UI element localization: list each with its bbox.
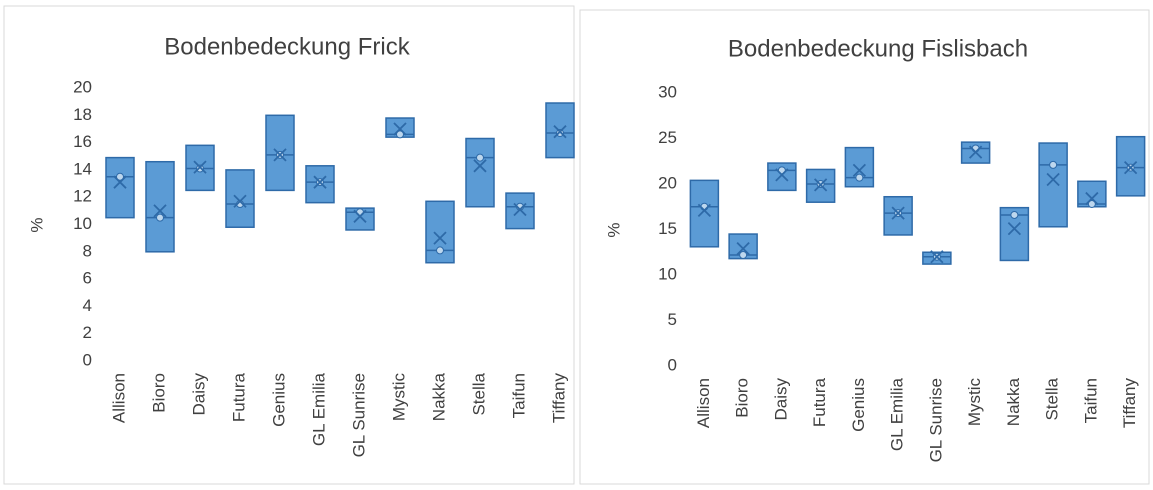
x-tick-label: GL Emilia [888,377,907,451]
mean-marker [353,209,367,223]
x-tick-label: Genius [849,378,868,432]
median-marker [196,164,204,173]
mean-marker [153,204,167,218]
x-tick-label: GL Sunrise [349,373,368,457]
median-marker [476,153,484,162]
y-tick-label: 20 [658,173,677,192]
x-tick-label: Mystic [965,378,984,427]
median-marker [556,129,564,138]
x-tick-label: Mystic [389,373,408,422]
chart-frame [579,9,1150,485]
x-tick-label: Nakka [1004,377,1023,426]
median-marker [1087,200,1096,209]
mean-marker [433,231,447,245]
y-tick-label: 14 [73,159,92,178]
median-marker [1010,210,1019,219]
x-tick-label: Bioro [733,378,752,418]
x-tick-label: Taifun [1081,378,1100,423]
y-tick-label: 2 [83,323,92,342]
y-tick-label: 20 [73,77,92,96]
x-tick-label: Allison [109,373,128,423]
y-tick-label: 15 [658,219,677,238]
x-tick-label: Futura [229,372,248,422]
mean-marker [1085,191,1099,206]
x-tick-label: Nakka [429,372,448,421]
x-tick-label: Tiffany [549,373,568,424]
median-marker [396,130,404,139]
y-tick-label: 16 [73,132,92,151]
chart-frame [3,5,575,485]
x-tick-label: Tiffany [1120,378,1139,429]
box [689,179,720,248]
x-tick-label: GL Emilia [309,372,328,446]
x-tick-label: Taifun [509,373,528,418]
y-tick-label: 4 [83,296,92,315]
median-marker [739,250,748,259]
mean-marker [313,175,327,189]
x-tick-label: Daisy [771,378,790,421]
box [465,137,495,208]
median-marker [156,213,164,222]
x-tick-label: Stella [469,372,488,415]
mean-marker [1046,172,1060,187]
y-tick-label: 10 [73,214,92,233]
box [345,207,375,231]
y-tick-label: 0 [83,350,92,369]
mean-marker [968,145,983,159]
chart-title: Bodenbedeckung Fislisbach [728,35,1028,62]
mean-marker [1007,221,1022,236]
mean-marker [697,203,712,218]
y-axis-label: % [604,222,623,237]
x-tick-label: Genius [269,373,288,427]
x-tick-label: GL Sunrise [926,378,945,462]
y-tick-label: 30 [658,82,677,101]
y-tick-label: 10 [658,264,677,283]
mean-marker [113,175,127,189]
mean-marker [775,168,789,182]
box [1038,142,1068,228]
y-tick-label: 8 [83,241,92,260]
mean-marker [273,148,287,162]
y-tick-label: 25 [658,128,677,147]
mean-marker [393,122,407,136]
box [225,169,255,228]
median-marker [436,246,444,255]
y-tick-label: 0 [668,355,677,374]
mean-marker [852,163,867,177]
box [105,156,135,219]
mean-marker [736,241,750,256]
mean-marker [193,160,207,174]
y-tick-label: 18 [73,105,92,124]
y-axis-label: % [27,217,46,232]
mean-marker [233,194,247,208]
mean-marker [513,202,527,217]
box [145,160,175,253]
mean-marker [1123,160,1138,175]
y-tick-label: 12 [73,187,92,206]
mean-marker [553,125,567,139]
y-tick-label: 5 [668,310,677,329]
y-tick-label: 6 [83,269,92,288]
chart-title: Bodenbedeckung Frick [164,33,410,60]
median-marker [1049,160,1058,169]
x-tick-label: Allison [694,378,713,428]
box [505,192,535,230]
x-tick-label: Daisy [189,373,208,416]
x-tick-label: Futura [810,377,829,427]
x-tick-label: Bioro [149,373,168,413]
mean-marker [930,250,944,264]
box [844,146,875,188]
mean-marker [813,178,828,192]
median-marker [116,172,124,181]
median-marker [855,173,864,182]
mean-marker [473,159,487,173]
mean-marker [891,206,905,220]
x-tick-label: Stella [1043,377,1062,420]
